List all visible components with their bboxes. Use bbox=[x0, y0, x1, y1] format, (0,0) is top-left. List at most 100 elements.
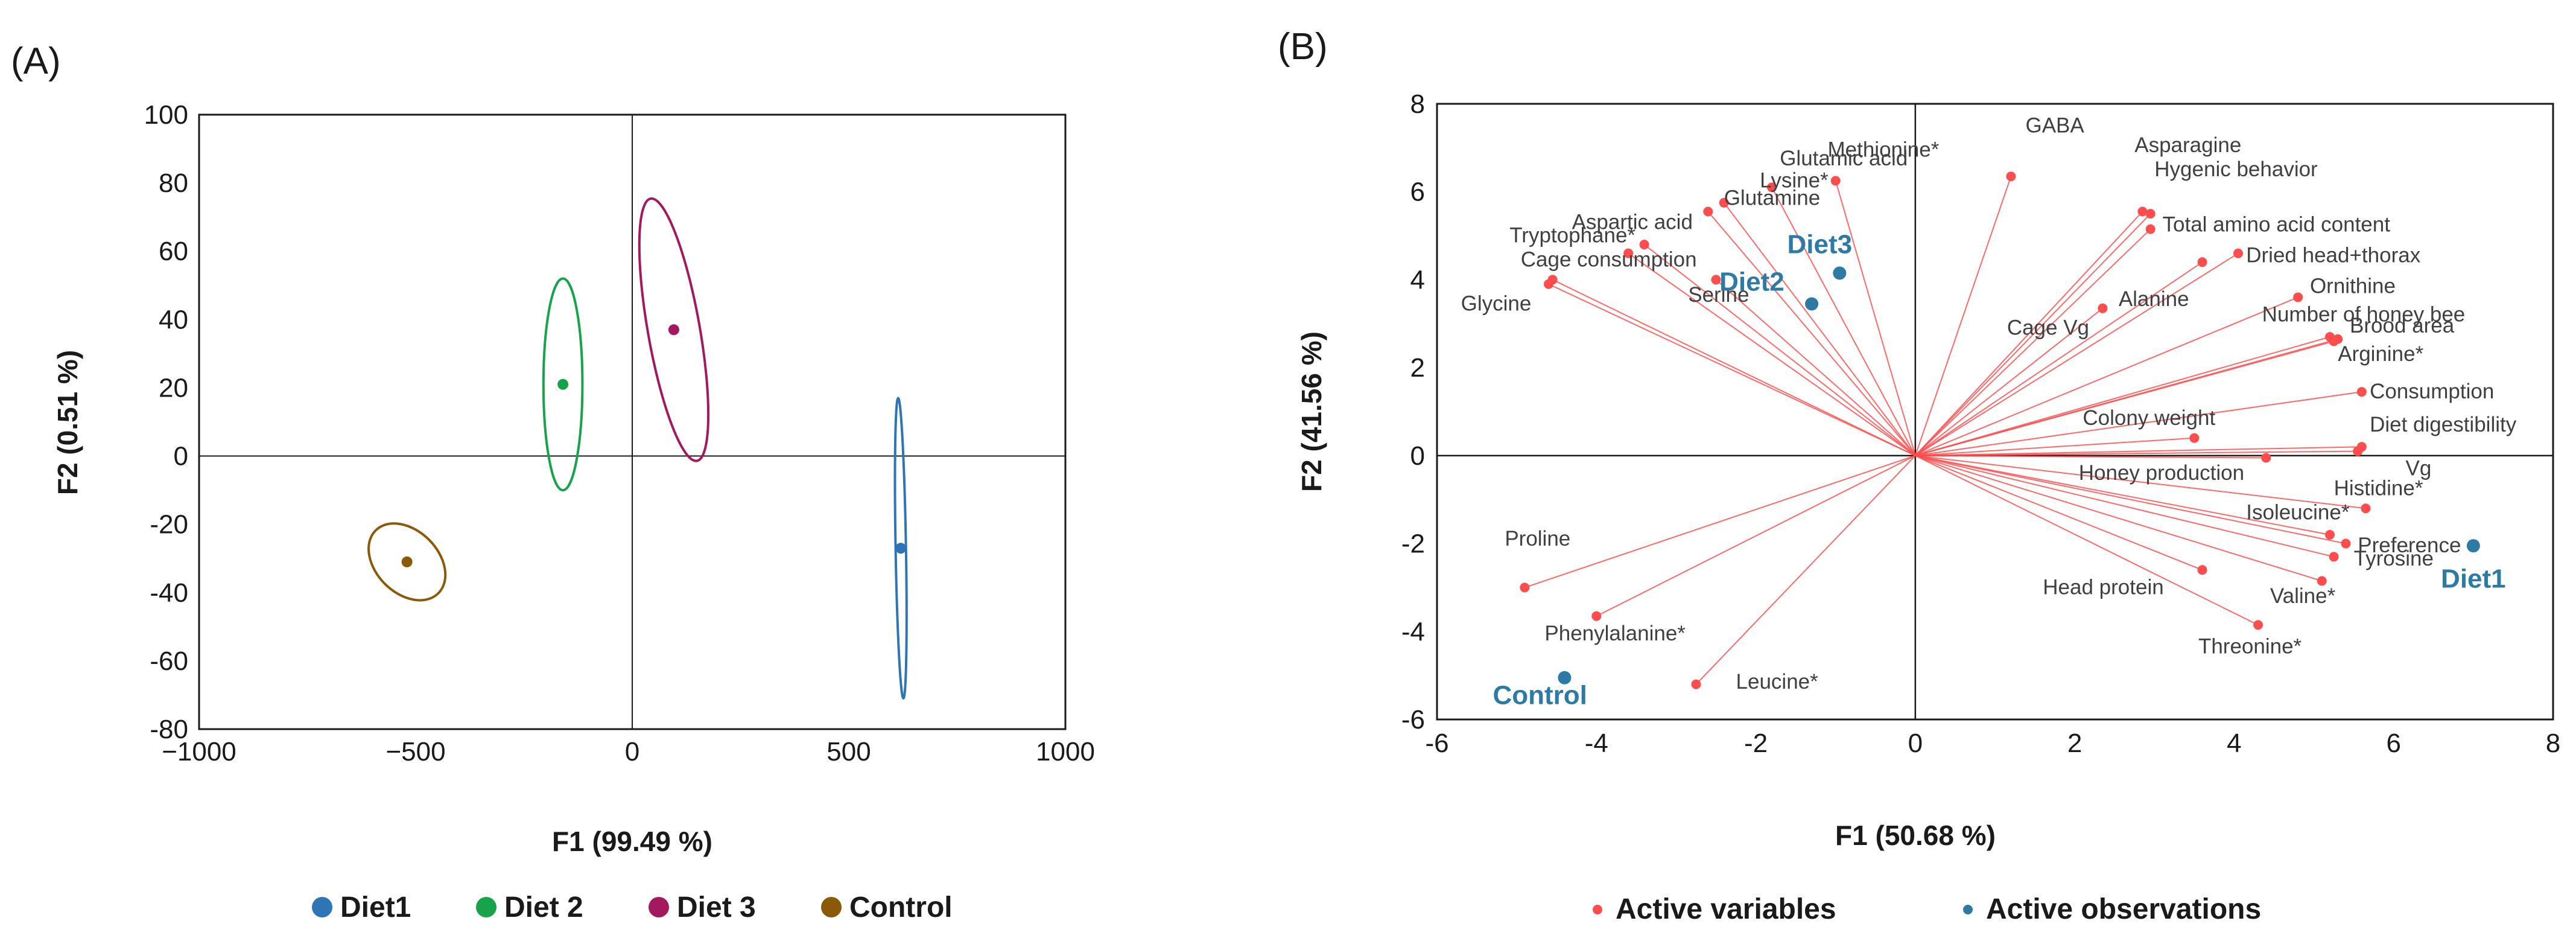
variable-label-phenylalanine: Phenylalanine* bbox=[1544, 622, 1686, 645]
panel-b-y-axis-title: F2 (41.56 %) bbox=[1296, 331, 1327, 492]
variable-point-hygenic-behavior bbox=[2145, 209, 2156, 219]
variable-point-tyrosine bbox=[2329, 552, 2339, 562]
vector-methionine bbox=[1835, 180, 1916, 456]
variable-label-glycine: Glycine bbox=[1461, 292, 1532, 315]
panel-b-variable-labels: Lysine*Glutamine Glutamic acid Aspartic ac… bbox=[1461, 113, 2517, 694]
vector-isoleucine bbox=[1915, 454, 2330, 535]
legend-active-observations-label: Active observations bbox=[1986, 893, 2261, 925]
variable-point-arginine bbox=[2329, 336, 2339, 346]
vector-head-protein bbox=[1915, 454, 2203, 571]
panel-a-y-tick: 20 bbox=[159, 373, 188, 403]
panel-a-y-tick: 60 bbox=[159, 237, 188, 266]
variable-point-asparagine bbox=[2137, 206, 2148, 217]
variable-label-diet-digestibility: Diet digestibility bbox=[2370, 413, 2517, 436]
panel-a-x-tick: 1000 bbox=[1036, 737, 1095, 767]
variable-label-preference: Preference bbox=[2358, 534, 2461, 557]
variable-label-aspartic-acid: Aspartic acid bbox=[1572, 211, 1693, 234]
observation-label-control: Control bbox=[1493, 681, 1587, 710]
variable-label-arginine: Arginine* bbox=[2338, 342, 2423, 366]
centroid-diet-2 bbox=[557, 378, 569, 390]
vector-colony-weight bbox=[1915, 437, 2195, 456]
variable-point-preference bbox=[2341, 538, 2351, 549]
vector-phenylalanine bbox=[1596, 454, 1916, 617]
variable-point-phenylalanine bbox=[1591, 611, 1602, 621]
variable-label-tyrosine: Tyrosine bbox=[2354, 547, 2434, 570]
variable-point-glutamic-acid bbox=[1767, 182, 1777, 193]
variable-point-head-protein bbox=[2197, 565, 2207, 575]
variable-point-honey-production bbox=[2261, 453, 2271, 463]
panel-b-x-tick: 8 bbox=[2546, 729, 2560, 758]
observation-point-diet1 bbox=[2466, 539, 2480, 553]
vector-histidine bbox=[1915, 454, 2366, 509]
panel-b-x-tick: 4 bbox=[2227, 729, 2241, 758]
variable-label-dried-head-thorax: Dried head+thorax bbox=[2246, 243, 2420, 267]
legend-diet3-marker bbox=[649, 897, 669, 917]
variable-point-tryptophane bbox=[1623, 248, 1634, 258]
panel-a-label: (A) bbox=[11, 40, 61, 82]
vector-tryptophane bbox=[1628, 252, 1916, 456]
panel-a-x-axis-title: F1 (99.49 %) bbox=[552, 826, 712, 857]
panel-b-x-axis-title: F1 (50.68 %) bbox=[1835, 820, 1996, 851]
vector-cage-vg bbox=[1915, 307, 2104, 456]
variable-label-proline: Proline bbox=[1505, 527, 1570, 550]
panel-a-x-tick: −500 bbox=[385, 737, 445, 767]
variable-label-number-of-honey-bee: Number of honey bee bbox=[2262, 303, 2466, 327]
panel-a-y-tick: -40 bbox=[150, 578, 188, 608]
vector-tyrosine bbox=[1915, 454, 2334, 558]
panel-a-x-tick: 500 bbox=[826, 737, 871, 767]
panel-b-plot-frame bbox=[1436, 103, 2554, 721]
vector-glycine bbox=[1552, 279, 1916, 456]
variable-label-colony-weight: Colony weight bbox=[2083, 406, 2215, 430]
observation-label-diet1: Diet1 bbox=[2441, 564, 2506, 593]
variable-label-cage-consumption: Cage consumption bbox=[1521, 248, 1697, 272]
variable-point-aspartic-acid bbox=[1639, 240, 1649, 250]
variable-label-brood-area: Brood area bbox=[2350, 314, 2455, 337]
panel-a-x-tick-labels: −1000 −500 0 500 1000 bbox=[162, 737, 1095, 767]
variable-label-serine: Serine bbox=[1688, 283, 1749, 307]
variable-label-cage-vg: Cage Vg bbox=[2007, 316, 2089, 340]
observation-point-diet3 bbox=[1833, 266, 1847, 280]
vector-glutamine bbox=[1707, 211, 1916, 456]
variable-point-proline bbox=[1520, 582, 1530, 593]
variable-label-vg: Vg bbox=[2406, 457, 2432, 480]
variable-point-cage-vg bbox=[2098, 303, 2108, 313]
panel-b-variable-vectors bbox=[1524, 176, 2366, 685]
vector-serine bbox=[1715, 279, 1916, 456]
panel-b-x-tick-labels: -6 -4 -2 0 2 4 6 8 bbox=[1425, 729, 2560, 758]
variable-point-methionine bbox=[1830, 176, 1841, 186]
variable-point-valine bbox=[2317, 576, 2327, 586]
legend-active-variables-label: Active variables bbox=[1616, 893, 1836, 925]
observation-point-control bbox=[1558, 671, 1572, 684]
legend-control-marker bbox=[821, 897, 842, 917]
panel-a-y-tick: -60 bbox=[150, 646, 188, 676]
panel-b-legend: Active variables Active observations bbox=[1593, 893, 2261, 925]
panel-b-y-tick: 6 bbox=[1410, 177, 1425, 207]
variable-point-threonine bbox=[2253, 620, 2264, 630]
variable-label-honey-production: Honey production bbox=[2079, 461, 2244, 485]
panel-a-y-axis-title: F2 (0.51 %) bbox=[52, 350, 83, 495]
vector-arginine bbox=[1915, 340, 2334, 456]
panel-a-y-tick: -20 bbox=[150, 510, 188, 540]
variable-label-alanine: Alanine bbox=[2119, 287, 2189, 311]
variable-label-lysine: Lysine* bbox=[1760, 168, 1829, 192]
vector-honey-production bbox=[1915, 454, 2267, 459]
panel-b-y-tick: -2 bbox=[1401, 529, 1425, 559]
variable-point-vg bbox=[2353, 446, 2363, 456]
centroid-control bbox=[401, 556, 413, 567]
vector-number-of-honey-bee bbox=[1915, 336, 2330, 456]
panel-b-x-tick: 0 bbox=[1908, 729, 1923, 758]
panel-a-y-tick-labels: 100 80 60 40 20 0 -20 -40 -60 -80 bbox=[144, 100, 188, 744]
vector-valine bbox=[1915, 454, 2323, 582]
variable-point-leucine bbox=[1691, 679, 1701, 689]
vector-lysine bbox=[1723, 202, 1916, 456]
variable-label-head-protein: Head protein bbox=[2043, 575, 2163, 599]
vector-leucine bbox=[1695, 455, 1916, 685]
variable-label-glutamic-acid: Glutamic acid bbox=[1780, 147, 1908, 170]
variable-point-histidine bbox=[2361, 503, 2371, 514]
variable-label-threonine: Threonine* bbox=[2198, 635, 2302, 659]
panel-a-plot: −1000 −500 0 500 1000 100 80 60 40 20 0 -20 -40 -60 -… bbox=[144, 100, 1095, 767]
variable-point-lysine bbox=[1719, 197, 1729, 208]
centroid-diet-3 bbox=[668, 324, 679, 336]
